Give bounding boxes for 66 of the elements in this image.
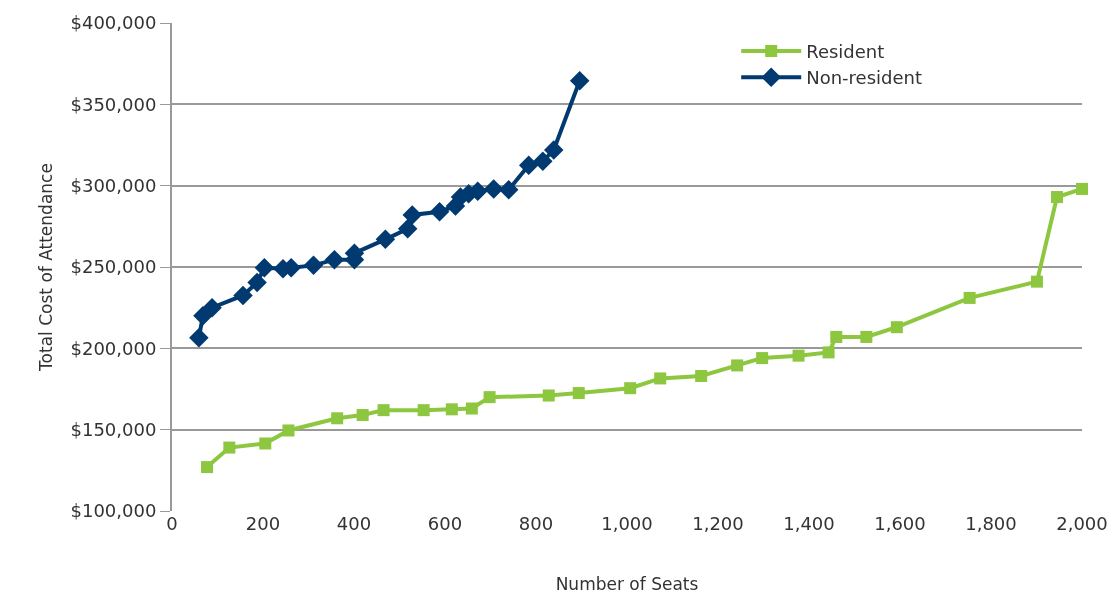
y-tick-label: $200,000 bbox=[70, 337, 157, 359]
point bbox=[356, 409, 369, 422]
point bbox=[282, 424, 295, 437]
point bbox=[1030, 275, 1043, 288]
point bbox=[445, 403, 458, 416]
y-tick-label: $150,000 bbox=[70, 418, 157, 440]
legend-label: Resident bbox=[806, 40, 885, 62]
x-tick-label: 0 bbox=[166, 513, 178, 534]
point bbox=[465, 402, 478, 415]
point bbox=[822, 346, 835, 359]
point bbox=[247, 272, 267, 293]
legend-label: Non-resident bbox=[806, 67, 923, 89]
x-tick-label: 800 bbox=[518, 513, 554, 534]
point bbox=[654, 372, 667, 385]
x-axis-title: Number of Seats bbox=[555, 574, 699, 595]
point bbox=[624, 382, 637, 395]
y-tick-label: $400,000 bbox=[70, 12, 157, 34]
x-tick-label: 1,400 bbox=[783, 513, 835, 534]
point bbox=[483, 179, 504, 199]
point bbox=[417, 404, 430, 417]
x-tick-label: 2,000 bbox=[1056, 513, 1108, 534]
point bbox=[202, 297, 222, 318]
point bbox=[259, 437, 272, 450]
x-tick-label: 200 bbox=[245, 513, 281, 534]
point bbox=[731, 359, 744, 372]
point bbox=[324, 249, 345, 270]
point bbox=[792, 349, 805, 362]
x-tick-label: 1,800 bbox=[965, 513, 1017, 534]
point bbox=[254, 258, 275, 278]
y-tick-label: $250,000 bbox=[70, 256, 157, 278]
point bbox=[830, 330, 843, 343]
y-tick-label: $350,000 bbox=[70, 93, 157, 115]
point bbox=[756, 352, 769, 365]
x-tick-label: 1,600 bbox=[874, 513, 926, 534]
point bbox=[223, 441, 236, 454]
point bbox=[860, 330, 873, 343]
point bbox=[201, 461, 214, 474]
point bbox=[542, 389, 555, 402]
point bbox=[189, 328, 209, 348]
point bbox=[375, 229, 396, 250]
x-tick-label: 400 bbox=[336, 513, 372, 534]
y-tick-label: $300,000 bbox=[70, 174, 157, 196]
point bbox=[533, 151, 553, 172]
y-axis-title: Total Cost of Attendance bbox=[35, 163, 56, 372]
point bbox=[544, 140, 564, 160]
point bbox=[572, 387, 585, 400]
point bbox=[303, 255, 324, 276]
point bbox=[890, 321, 903, 334]
point bbox=[1050, 191, 1063, 204]
point bbox=[498, 179, 519, 200]
point bbox=[402, 205, 422, 225]
y-tick-label: $100,000 bbox=[70, 500, 157, 522]
x-tick-label: 1,200 bbox=[692, 513, 744, 534]
x-tick-label: 600 bbox=[427, 513, 463, 534]
point bbox=[429, 201, 450, 222]
point bbox=[569, 71, 590, 91]
x-tick-label: 1,000 bbox=[601, 513, 653, 534]
point bbox=[695, 369, 708, 382]
point bbox=[963, 291, 976, 304]
point bbox=[1076, 182, 1088, 195]
point bbox=[331, 412, 344, 425]
point bbox=[233, 285, 253, 306]
point bbox=[377, 404, 390, 417]
point bbox=[518, 155, 539, 176]
point bbox=[397, 219, 418, 239]
point bbox=[483, 391, 496, 404]
